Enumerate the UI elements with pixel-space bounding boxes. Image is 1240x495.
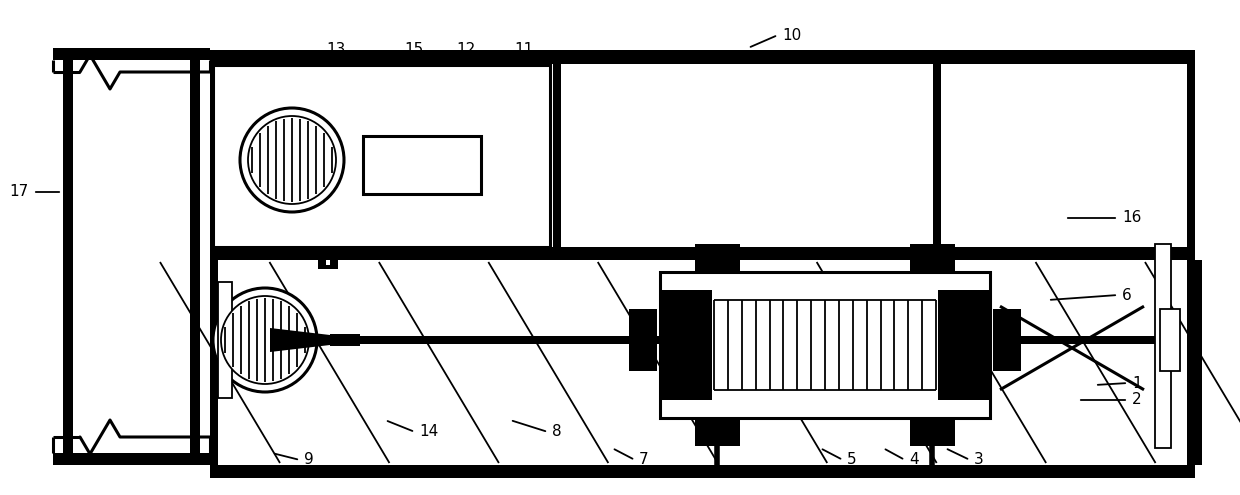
Bar (317, 265, 339, 269)
Bar (1187, 260, 1195, 465)
Bar (932, 64, 941, 247)
Bar (63, 60, 73, 453)
Circle shape (213, 288, 317, 392)
Text: 6: 6 (1122, 288, 1132, 302)
Bar (210, 260, 218, 465)
Bar (1187, 64, 1195, 247)
Circle shape (241, 108, 343, 212)
Text: 13: 13 (326, 43, 346, 57)
Text: 4: 4 (909, 452, 919, 467)
Bar (1021, 336, 1166, 344)
Bar (694, 244, 740, 274)
Bar (53, 453, 210, 465)
Bar (218, 64, 1187, 247)
Text: 2: 2 (1132, 393, 1142, 407)
Bar (1154, 244, 1171, 448)
Bar (374, 60, 383, 66)
Text: 10: 10 (782, 28, 801, 43)
Bar (660, 290, 712, 400)
Polygon shape (270, 328, 330, 352)
Bar (1159, 309, 1180, 371)
Bar (210, 64, 218, 247)
Text: 7: 7 (639, 452, 649, 467)
Bar (910, 244, 955, 274)
Text: 9: 9 (304, 452, 314, 467)
Bar (660, 272, 990, 418)
Bar (218, 282, 232, 398)
Text: 12: 12 (456, 43, 475, 57)
Bar (330, 247, 339, 265)
Circle shape (248, 116, 336, 204)
Bar (408, 60, 415, 66)
Text: 1: 1 (1132, 376, 1142, 391)
Text: 11: 11 (515, 43, 533, 57)
Bar (1187, 260, 1202, 465)
Text: 14: 14 (419, 425, 438, 440)
Bar (1159, 309, 1180, 371)
Bar (317, 247, 326, 265)
Text: 5: 5 (847, 452, 857, 467)
Bar (330, 336, 680, 344)
Bar (213, 65, 551, 247)
Bar (629, 309, 657, 371)
Text: 17: 17 (10, 185, 29, 199)
Bar (190, 60, 200, 453)
Bar (445, 60, 453, 66)
Text: 3: 3 (973, 452, 983, 467)
Bar (210, 465, 1195, 478)
Bar (460, 60, 467, 66)
Circle shape (221, 296, 309, 384)
Bar (1154, 244, 1171, 448)
Bar (553, 64, 560, 247)
Bar (694, 418, 740, 446)
Bar (910, 418, 955, 446)
Bar (53, 48, 210, 60)
Bar (993, 309, 1021, 371)
Bar (210, 50, 1195, 64)
Bar (363, 136, 481, 194)
Bar (937, 290, 990, 400)
Text: 15: 15 (404, 43, 423, 57)
Bar (210, 247, 1195, 260)
Bar (218, 282, 232, 398)
Text: 16: 16 (1122, 210, 1141, 226)
Text: 8: 8 (552, 425, 562, 440)
